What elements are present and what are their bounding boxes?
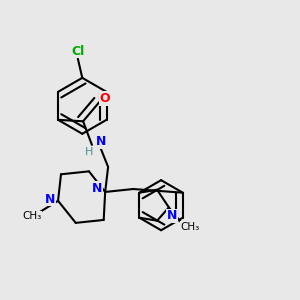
Text: N: N [167, 209, 177, 222]
Text: N: N [96, 135, 106, 148]
Text: Cl: Cl [71, 45, 85, 58]
Text: CH₃: CH₃ [181, 222, 200, 232]
Text: N: N [92, 182, 102, 195]
Text: O: O [100, 92, 110, 105]
Text: N: N [45, 193, 55, 206]
Text: CH₃: CH₃ [22, 211, 41, 221]
Text: H: H [85, 147, 93, 157]
